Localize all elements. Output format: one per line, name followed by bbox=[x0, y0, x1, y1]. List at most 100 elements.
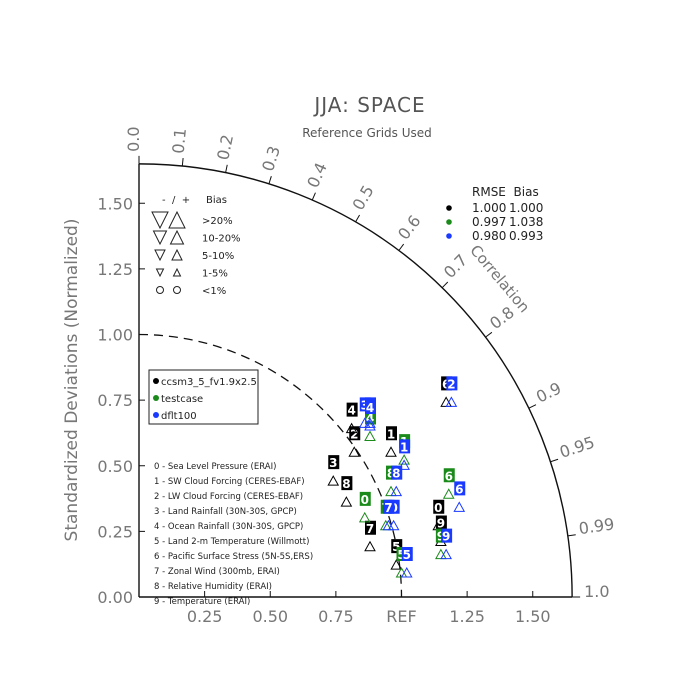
case-legend: ccsm3_5_fv1.9x2.5 testcase dflt100 bbox=[148, 369, 259, 425]
data-point-box bbox=[346, 402, 358, 417]
data-point: 2 bbox=[445, 376, 458, 407]
correlation-tick-mark bbox=[567, 534, 576, 537]
bias-marker bbox=[382, 519, 395, 531]
bias-value: 1.038 bbox=[509, 215, 543, 229]
data-point-box bbox=[349, 426, 361, 441]
data-point: 4 bbox=[345, 402, 358, 434]
data-point-label: 9 bbox=[442, 530, 450, 544]
bias-marker bbox=[390, 485, 403, 497]
case-legend-row: ccsm3_5_fv1.9x2.5 bbox=[153, 377, 257, 388]
data-point: 5 bbox=[400, 547, 413, 578]
data-point-label: 3 bbox=[361, 398, 369, 412]
down-triangle-icon bbox=[155, 268, 165, 278]
data-point-box bbox=[386, 426, 397, 441]
data-point-box bbox=[391, 539, 403, 554]
bias-legend-header: - / + Bias bbox=[162, 195, 227, 206]
bias-marker bbox=[398, 459, 410, 470]
bias-marker bbox=[400, 566, 413, 578]
rmse-value: 1.000 bbox=[472, 201, 506, 215]
outer-arc bbox=[138, 163, 573, 598]
y-tick-label: 1.50 bbox=[97, 194, 133, 213]
data-point-label: 3 bbox=[329, 456, 337, 470]
correlation-tick-label: 0.4 bbox=[303, 160, 331, 191]
correlation-tick-label: 0.3 bbox=[258, 144, 284, 174]
data-point: 7 bbox=[364, 520, 376, 552]
case-legend-rows: ccsm3_5_fv1.9x2.5 testcase dflt100 bbox=[153, 377, 257, 422]
variable-legend-item: 4 - Ocean Rainfall (30N-30S, GPCP) bbox=[154, 522, 303, 532]
y-tick-label: 0.00 bbox=[97, 588, 133, 607]
data-point-label: 8 bbox=[387, 467, 395, 481]
bias-marker bbox=[440, 548, 452, 560]
correlation-tick-label: 0.2 bbox=[213, 133, 237, 162]
bias-legend-row: >20% bbox=[151, 210, 233, 230]
correlation-tick-label: 0.6 bbox=[394, 212, 424, 244]
correlation-tick-mark bbox=[550, 458, 559, 463]
x-tick-label: 1.50 bbox=[515, 607, 551, 626]
data-point-label: 5 bbox=[403, 548, 411, 562]
data-point-label: 5 bbox=[392, 540, 400, 554]
data-point: 1 bbox=[398, 439, 411, 470]
data-point-label: 6 bbox=[445, 469, 453, 483]
data-point: 0 bbox=[358, 491, 371, 523]
data-point-label: 5 bbox=[397, 548, 405, 562]
bias-legend-row: 10-20% bbox=[152, 229, 241, 246]
circle-icon bbox=[156, 286, 164, 294]
bias-value: 1.000 bbox=[509, 201, 543, 215]
case-color-dot bbox=[446, 219, 452, 225]
data-point-box bbox=[435, 515, 447, 530]
y-tick-label: 0.75 bbox=[97, 391, 133, 410]
rmse-value: 0.980 bbox=[472, 229, 506, 243]
down-triangle-icon bbox=[151, 211, 169, 230]
bias-legend-label: 1-5% bbox=[202, 269, 228, 280]
points-layer: 01234567890145678901234567892 bbox=[327, 376, 466, 578]
variable-legend: 0 - Sea Level Pressure (ERAI) 1 - SW Clou… bbox=[154, 462, 313, 607]
data-point-label: 1 bbox=[387, 427, 395, 441]
bias-marker bbox=[364, 430, 376, 441]
up-triangle-icon bbox=[171, 248, 183, 261]
correlation-label: Correlation bbox=[466, 241, 533, 316]
y-tick-label: 0.25 bbox=[97, 522, 133, 541]
variable-legend-item: 9 - Temperature (ERAI) bbox=[154, 597, 250, 607]
variable-legend-item: 1 - SW Cloud Forcing (CERES-EBAF) bbox=[154, 477, 305, 487]
data-point: 8 bbox=[390, 465, 403, 497]
bias-marker bbox=[445, 396, 458, 407]
bias-marker bbox=[398, 454, 410, 465]
data-point-box bbox=[401, 547, 413, 561]
variable-legend-item: 8 - Relative Humidity (ERAI) bbox=[154, 582, 272, 592]
correlation-tick-label: 0.0 bbox=[124, 126, 143, 151]
data-point-label: 6 bbox=[442, 377, 450, 391]
correlation-tick-label: 0.95 bbox=[557, 433, 597, 462]
reference-arc bbox=[138, 333, 403, 598]
bias-marker bbox=[358, 417, 371, 428]
case-color-dot bbox=[153, 412, 159, 418]
rmse-table-row: 1.000 1.000 bbox=[446, 201, 543, 215]
variable-legend-item: 5 - Land 2-m Temperature (Willmott) bbox=[154, 537, 309, 547]
data-point: 6 bbox=[453, 481, 466, 512]
data-point-box bbox=[365, 520, 376, 535]
data-point-box bbox=[446, 376, 458, 391]
data-point-label: 4 bbox=[366, 401, 374, 415]
bias-marker bbox=[385, 446, 397, 457]
case-name: ccsm3_5_fv1.9x2.5 bbox=[161, 377, 257, 388]
variable-legend-item: 0 - Sea Level Pressure (ERAI) bbox=[154, 462, 276, 472]
bias-legend-label: <1% bbox=[202, 286, 226, 297]
bias-legend-row: 1-5% bbox=[155, 267, 228, 280]
bias-legend-label: 5-10% bbox=[202, 251, 234, 262]
correlation-tick-mark bbox=[398, 243, 405, 251]
bias-marker bbox=[435, 548, 447, 560]
data-point: 8 bbox=[340, 476, 353, 507]
correlation-tick-mark bbox=[441, 281, 449, 289]
correlation-tick-mark bbox=[355, 214, 360, 223]
data-point-label: 0 bbox=[434, 501, 442, 515]
y-tick-label: 1.00 bbox=[97, 326, 133, 345]
x-tick-label: 0.75 bbox=[318, 607, 354, 626]
variable-legend-item: 7 - Zonal Wind (300mb, ERAI) bbox=[154, 567, 280, 577]
data-point: 1 bbox=[385, 426, 397, 457]
bias-legend: - / + Bias >20% 10-20% 5-10% 1-5% <1% bbox=[151, 195, 241, 297]
data-point-label: 6 bbox=[455, 482, 463, 496]
data-point-label: 2 bbox=[447, 377, 455, 391]
correlation-tick-label: 0.7 bbox=[440, 250, 471, 281]
ref-label: REF bbox=[386, 607, 416, 626]
bias-marker bbox=[453, 501, 466, 512]
data-point-label: 7 bbox=[384, 501, 392, 515]
